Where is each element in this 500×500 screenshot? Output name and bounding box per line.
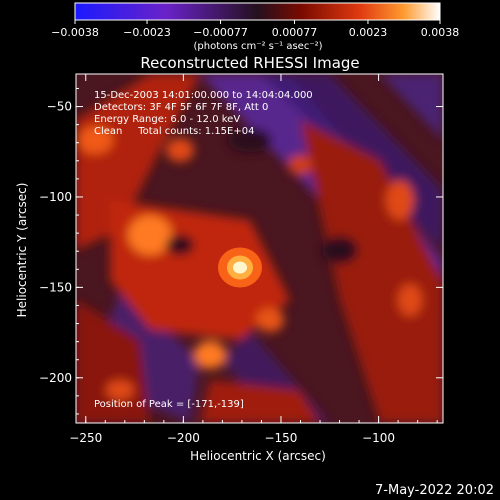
colorbar-tick-label: −0.0038 xyxy=(51,26,99,39)
y-tick-label: −50 xyxy=(47,100,72,114)
y-tick-label: −100 xyxy=(39,190,72,204)
x-tick-label: −150 xyxy=(264,431,297,445)
colorbar-ticks: −0.0038 −0.0023 −0.00077 0.00077 0.0023 0.003… xyxy=(51,20,459,39)
plot-frame xyxy=(75,73,444,424)
x-axis-label: Heliocentric X (arcsec) xyxy=(190,449,326,463)
y-axis: −50 −100 −150 −200 xyxy=(39,87,443,415)
peak-source xyxy=(217,247,262,288)
colorbar-tick-label: 0.0023 xyxy=(349,26,388,39)
heatmap-image xyxy=(76,74,443,423)
y-axis-label: Heliocentric Y (arcsec) xyxy=(15,183,29,318)
annotation-energy: Energy Range: 6.0 - 12.0 keV xyxy=(94,114,240,125)
colorbar: −0.0038 −0.0023 −0.00077 0.00077 0.0023 0.003… xyxy=(51,2,459,52)
colorbar-tick-label: −0.00077 xyxy=(193,26,248,39)
y-tick-label: −150 xyxy=(39,280,72,294)
peak-center xyxy=(232,261,247,274)
colorbar-tick-label: 0.00077 xyxy=(272,26,318,39)
annotations: 15-Dec-2003 14:01:00.000 to 14:04:04.000… xyxy=(94,90,313,410)
x-axis: −250 −200 −150 −100 xyxy=(69,74,438,445)
annotation-detectors: Detectors: 3F 4F 5F 6F 7F 8F, Att 0 xyxy=(94,102,268,113)
timestamp: 7-May-2022 20:02 xyxy=(375,483,494,498)
x-tick-label: −200 xyxy=(167,431,200,445)
y-tick-label: −200 xyxy=(39,371,72,385)
colorbar-tick-label: −0.0023 xyxy=(123,26,171,39)
x-tick-label: −250 xyxy=(69,431,102,445)
annotation-peak: Position of Peak = [-171,-139] xyxy=(94,399,244,410)
colorbar-gradient xyxy=(74,2,441,21)
colorbar-unit-label: (photons cm⁻² s⁻¹ asec⁻²) xyxy=(193,41,322,52)
annotation-time: 15-Dec-2003 14:01:00.000 to 14:04:04.000 xyxy=(94,90,313,101)
chart-title: Reconstructed RHESSI Image xyxy=(140,54,359,72)
colorbar-tick-label: 0.0038 xyxy=(421,26,460,39)
annotation-clean: Clean Total counts: 1.15E+04 xyxy=(94,126,254,137)
x-tick-label: −100 xyxy=(362,431,395,445)
